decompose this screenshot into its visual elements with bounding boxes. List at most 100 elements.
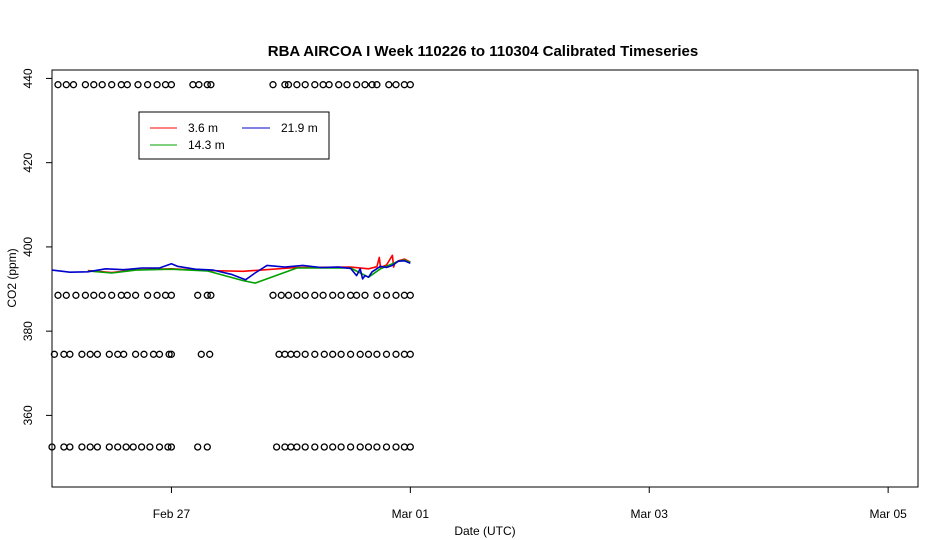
point-row0-17	[207, 81, 215, 89]
series-line-21-9-m	[51, 260, 411, 281]
point-row3-13	[164, 443, 172, 451]
point-row0-10	[143, 81, 152, 89]
point-row3-33	[406, 443, 414, 451]
point-row1-18	[277, 291, 285, 299]
point-row3-9	[129, 443, 137, 451]
plot-frame	[51, 69, 919, 488]
point-row0-9	[134, 81, 142, 89]
series-line-14-3-m	[87, 259, 411, 284]
point-row0-14	[189, 81, 197, 89]
point-row1-4	[90, 291, 98, 299]
point-row3-23	[320, 443, 328, 451]
point-row1-5	[98, 291, 106, 299]
point-row1-13	[167, 291, 176, 299]
point-row1-21	[301, 291, 309, 299]
point-row0-4	[90, 81, 98, 89]
point-row2-29	[373, 350, 381, 358]
point-row0-0	[54, 81, 62, 89]
point-row3-30	[382, 443, 391, 451]
point-row1-8	[123, 291, 131, 299]
point-row3-2	[66, 443, 74, 451]
legend-box	[138, 111, 330, 160]
point-row2-3	[78, 350, 86, 358]
point-row3-8	[122, 443, 130, 451]
y-tick-label-440: 440	[21, 68, 35, 88]
point-row0-2	[69, 81, 78, 89]
point-row2-20	[293, 350, 301, 358]
point-row2-12	[155, 350, 164, 358]
point-row2-28	[364, 350, 373, 358]
point-row2-26	[346, 350, 355, 358]
point-row3-5	[93, 443, 102, 451]
point-row0-35	[406, 81, 414, 89]
point-row0-22	[301, 81, 309, 89]
point-row0-25	[325, 81, 333, 89]
point-row2-4	[86, 350, 94, 358]
point-row0-5	[98, 81, 106, 89]
point-row0-29	[361, 81, 369, 89]
point-row1-28	[361, 291, 369, 299]
point-row3-0	[48, 443, 56, 451]
point-row1-33	[406, 291, 414, 299]
point-row3-26	[346, 443, 355, 451]
point-row2-31	[392, 350, 400, 358]
point-row0-34	[400, 81, 409, 89]
point-row2-11	[149, 350, 158, 358]
point-row2-2	[66, 350, 74, 358]
point-row3-12	[155, 443, 164, 451]
point-row3-15	[194, 443, 202, 451]
point-row2-15	[197, 350, 205, 358]
point-row2-21	[301, 350, 309, 358]
legend-label-3-6m: 3.6 m	[188, 121, 218, 135]
point-row2-24	[329, 350, 337, 358]
point-row0-33	[392, 81, 400, 89]
point-row3-14	[167, 443, 176, 451]
point-row2-27	[356, 350, 364, 358]
point-row2-30	[382, 350, 391, 358]
point-row2-22	[311, 350, 319, 358]
point-row1-20	[293, 291, 301, 299]
point-row3-19	[287, 443, 295, 451]
point-row3-31	[392, 443, 400, 451]
legend-label-21-9m: 21.9 m	[281, 121, 318, 135]
point-row1-24	[329, 291, 337, 299]
point-row2-5	[93, 350, 102, 358]
legend-label-14-3m: 14.3 m	[188, 138, 225, 152]
x-tick-label-mar-03: Mar 03	[631, 507, 669, 521]
point-row2-18	[281, 350, 289, 358]
point-row2-7	[114, 350, 122, 358]
point-row2-25	[337, 350, 345, 358]
point-row2-9	[131, 350, 140, 358]
point-row3-4	[86, 443, 94, 451]
point-row0-1	[62, 81, 70, 89]
point-row2-33	[406, 350, 414, 358]
point-row3-11	[146, 443, 154, 451]
point-row0-15	[195, 81, 203, 89]
point-row0-19	[281, 81, 289, 89]
y-tick-label-420: 420	[21, 152, 35, 172]
point-row1-25	[337, 291, 345, 299]
point-row1-30	[382, 291, 391, 299]
point-row1-27	[352, 291, 361, 299]
point-row3-22	[311, 443, 319, 451]
point-row0-21	[293, 81, 301, 89]
x-tick-label-mar-01: Mar 01	[392, 507, 430, 521]
point-row1-0	[54, 291, 62, 299]
point-row2-8	[120, 350, 128, 358]
point-row3-16	[203, 443, 211, 451]
point-row1-12	[161, 291, 170, 299]
point-row1-3	[81, 291, 90, 299]
point-row1-11	[153, 291, 161, 299]
points-layer	[48, 81, 414, 451]
point-row3-18	[281, 443, 289, 451]
point-row0-27	[343, 81, 351, 89]
point-row0-20	[284, 81, 293, 89]
point-row1-14	[194, 291, 202, 299]
point-row0-32	[385, 81, 393, 89]
point-row2-17	[275, 350, 283, 358]
point-row0-8	[123, 81, 131, 89]
point-row3-3	[78, 443, 86, 451]
point-row3-24	[329, 443, 337, 451]
point-row1-32	[400, 291, 409, 299]
